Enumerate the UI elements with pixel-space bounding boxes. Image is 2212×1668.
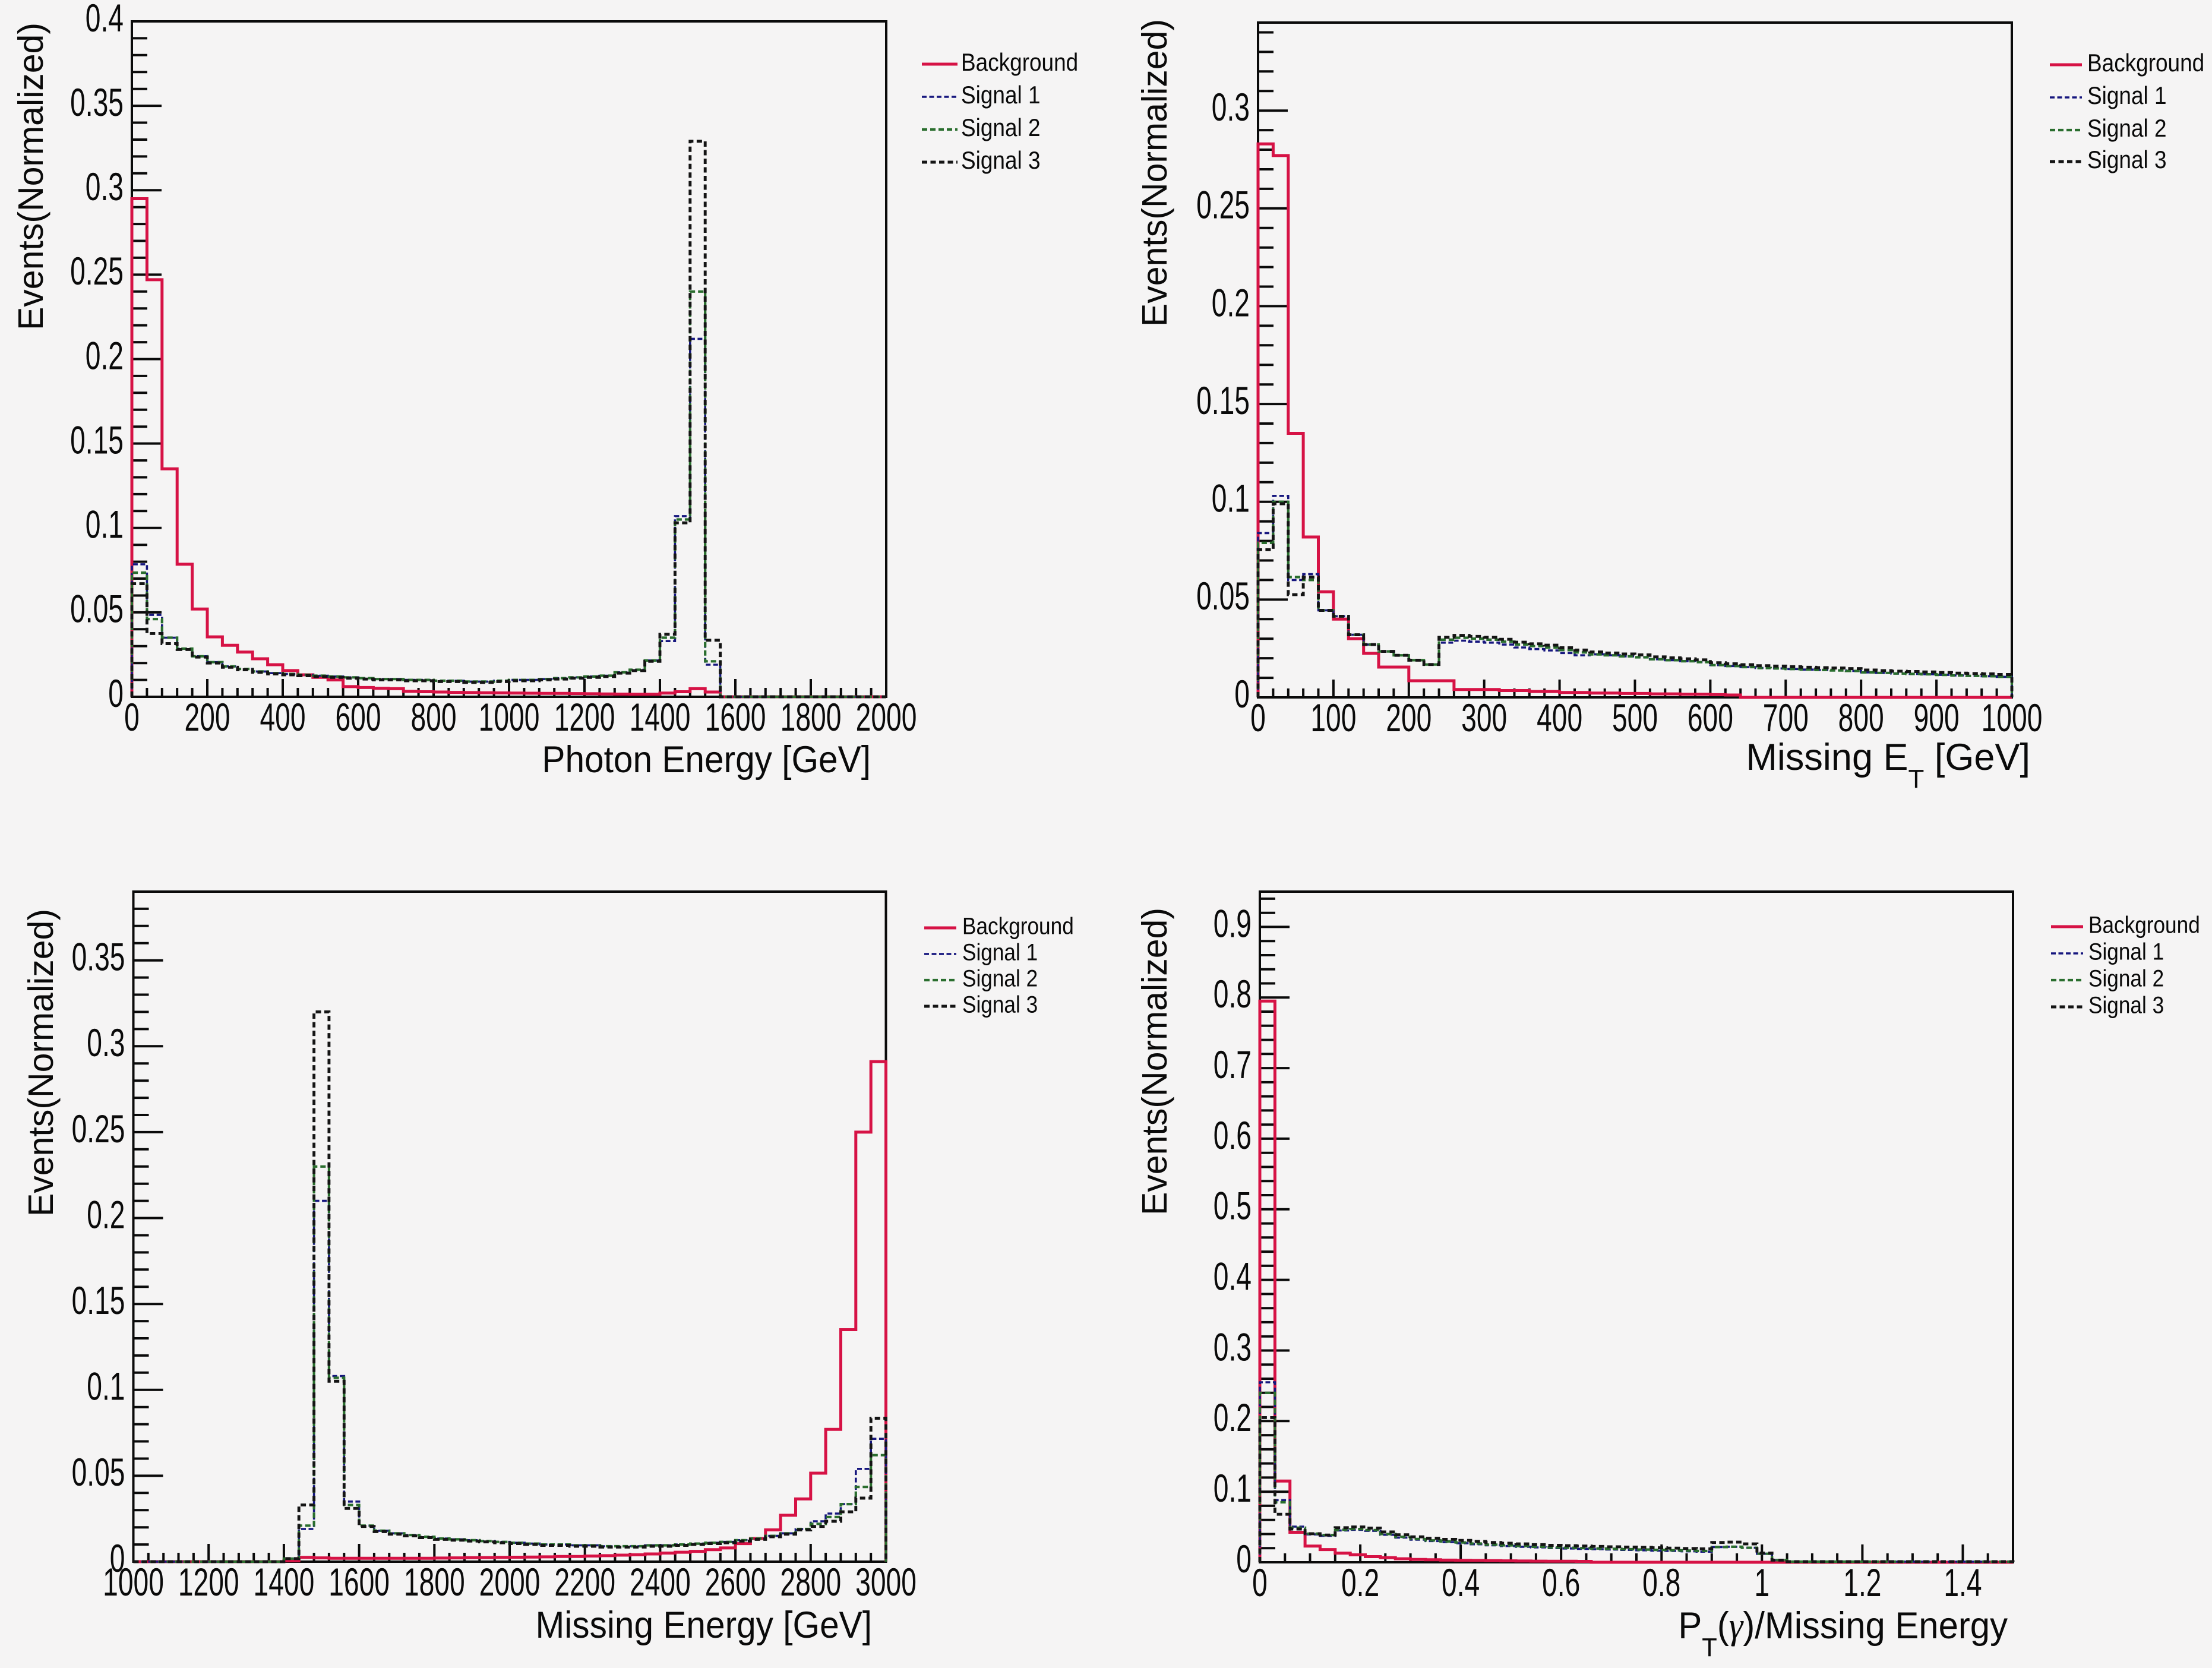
svg-text:0: 0 bbox=[1236, 1537, 1252, 1581]
svg-text:0.2: 0.2 bbox=[1212, 281, 1250, 325]
svg-text:1600: 1600 bbox=[328, 1560, 390, 1604]
svg-text:200: 200 bbox=[184, 696, 230, 740]
svg-text:0.15: 0.15 bbox=[1196, 379, 1250, 423]
svg-text:Signal 1: Signal 1 bbox=[962, 939, 1038, 965]
svg-text:0.2: 0.2 bbox=[1214, 1396, 1252, 1440]
svg-text:800: 800 bbox=[1838, 696, 1884, 740]
svg-text:400: 400 bbox=[260, 696, 305, 740]
svg-text:0.25: 0.25 bbox=[70, 249, 124, 293]
svg-text:700: 700 bbox=[1763, 696, 1809, 740]
svg-text:0.35: 0.35 bbox=[72, 935, 125, 979]
svg-text:1000: 1000 bbox=[1982, 696, 2043, 740]
svg-text:Background: Background bbox=[2087, 49, 2204, 77]
svg-text:0: 0 bbox=[1234, 672, 1250, 716]
svg-text:0.05: 0.05 bbox=[72, 1451, 125, 1495]
svg-text:0.05: 0.05 bbox=[70, 587, 124, 631]
svg-text:Signal 1: Signal 1 bbox=[2087, 82, 2167, 110]
svg-text:0.7: 0.7 bbox=[1214, 1043, 1252, 1087]
svg-text:Signal 2: Signal 2 bbox=[961, 114, 1041, 142]
svg-text:Signal 2: Signal 2 bbox=[962, 965, 1038, 991]
svg-text:800: 800 bbox=[410, 696, 456, 740]
svg-text:0.3: 0.3 bbox=[1214, 1325, 1252, 1369]
svg-text:0.15: 0.15 bbox=[72, 1279, 125, 1323]
svg-text:0.4: 0.4 bbox=[86, 0, 124, 40]
svg-text:1000: 1000 bbox=[479, 696, 540, 740]
svg-text:0.3: 0.3 bbox=[86, 165, 124, 209]
svg-text:0.9: 0.9 bbox=[1214, 902, 1252, 946]
svg-text:2000: 2000 bbox=[856, 696, 917, 740]
svg-text:2000: 2000 bbox=[479, 1560, 541, 1604]
svg-text:Signal 3: Signal 3 bbox=[2088, 991, 2164, 1018]
svg-text:Events(Normalized): Events(Normalized) bbox=[21, 909, 61, 1217]
svg-text:2200: 2200 bbox=[554, 1560, 615, 1604]
svg-text:Events(Normalized): Events(Normalized) bbox=[1135, 19, 1174, 327]
svg-text:1200: 1200 bbox=[178, 1560, 239, 1604]
svg-text:0.5: 0.5 bbox=[1214, 1184, 1252, 1228]
svg-text:500: 500 bbox=[1612, 696, 1658, 740]
svg-text:0.8: 0.8 bbox=[1642, 1561, 1680, 1605]
svg-text:0.3: 0.3 bbox=[87, 1021, 125, 1065]
svg-text:1: 1 bbox=[1754, 1561, 1769, 1605]
svg-text:Missing Energy [GeV]: Missing Energy [GeV] bbox=[535, 1604, 872, 1645]
svg-text:200: 200 bbox=[1386, 696, 1432, 740]
svg-text:0.15: 0.15 bbox=[70, 418, 124, 462]
svg-text:Background: Background bbox=[2088, 911, 2200, 938]
svg-text:0.35: 0.35 bbox=[70, 81, 124, 125]
svg-text:0: 0 bbox=[108, 672, 124, 716]
svg-text:900: 900 bbox=[1914, 696, 1960, 740]
svg-text:2800: 2800 bbox=[780, 1560, 841, 1604]
svg-text:1.2: 1.2 bbox=[1843, 1561, 1881, 1605]
svg-text:1200: 1200 bbox=[554, 696, 615, 740]
svg-text:1800: 1800 bbox=[780, 696, 842, 740]
svg-text:0: 0 bbox=[1250, 696, 1266, 740]
svg-text:0.2: 0.2 bbox=[87, 1193, 125, 1237]
svg-text:0.6: 0.6 bbox=[1214, 1114, 1252, 1158]
svg-text:600: 600 bbox=[335, 696, 381, 740]
svg-text:0: 0 bbox=[1252, 1561, 1268, 1605]
svg-text:Background: Background bbox=[962, 912, 1074, 939]
svg-text:1000: 1000 bbox=[103, 1560, 164, 1604]
svg-text:0.1: 0.1 bbox=[1214, 1467, 1252, 1511]
svg-text:Photon Energy [GeV]: Photon Energy [GeV] bbox=[542, 738, 871, 780]
svg-text:0.1: 0.1 bbox=[1212, 476, 1250, 520]
svg-text:300: 300 bbox=[1461, 696, 1507, 740]
svg-text:0.4: 0.4 bbox=[1442, 1561, 1480, 1605]
svg-text:0.2: 0.2 bbox=[86, 334, 124, 378]
svg-text:0.2: 0.2 bbox=[1341, 1561, 1379, 1605]
svg-text:3000: 3000 bbox=[855, 1560, 917, 1604]
svg-text:Events(Normalized): Events(Normalized) bbox=[1135, 908, 1174, 1215]
svg-text:Events(Normalized): Events(Normalized) bbox=[11, 23, 50, 330]
svg-text:1800: 1800 bbox=[404, 1560, 465, 1604]
svg-text:1400: 1400 bbox=[630, 696, 691, 740]
svg-text:Signal 3: Signal 3 bbox=[961, 147, 1041, 175]
svg-text:Signal 1: Signal 1 bbox=[961, 81, 1041, 109]
svg-text:0.25: 0.25 bbox=[72, 1107, 125, 1151]
svg-text:Signal 1: Signal 1 bbox=[2088, 938, 2164, 965]
svg-text:Signal 2: Signal 2 bbox=[2087, 115, 2167, 143]
svg-text:400: 400 bbox=[1537, 696, 1582, 740]
svg-text:Signal 2: Signal 2 bbox=[2088, 965, 2164, 991]
svg-text:2600: 2600 bbox=[705, 1560, 766, 1604]
svg-text:1.4: 1.4 bbox=[1944, 1561, 1982, 1605]
svg-text:0.4: 0.4 bbox=[1214, 1255, 1252, 1299]
svg-text:0.6: 0.6 bbox=[1542, 1561, 1580, 1605]
svg-text:0: 0 bbox=[110, 1537, 125, 1581]
svg-text:Background: Background bbox=[961, 49, 1078, 77]
svg-text:0.25: 0.25 bbox=[1196, 184, 1250, 228]
svg-text:0.1: 0.1 bbox=[86, 503, 124, 546]
svg-text:0.05: 0.05 bbox=[1196, 574, 1250, 618]
svg-text:0.1: 0.1 bbox=[87, 1365, 125, 1409]
svg-text:0.8: 0.8 bbox=[1214, 972, 1252, 1016]
svg-text:100: 100 bbox=[1310, 696, 1356, 740]
svg-text:0: 0 bbox=[124, 696, 140, 740]
svg-text:1400: 1400 bbox=[254, 1560, 315, 1604]
svg-text:2400: 2400 bbox=[630, 1560, 691, 1604]
svg-text:0.3: 0.3 bbox=[1212, 86, 1250, 129]
svg-text:Signal 3: Signal 3 bbox=[962, 991, 1038, 1018]
svg-text:1600: 1600 bbox=[705, 696, 766, 740]
svg-text:600: 600 bbox=[1688, 696, 1733, 740]
svg-text:Signal 3: Signal 3 bbox=[2087, 146, 2167, 174]
